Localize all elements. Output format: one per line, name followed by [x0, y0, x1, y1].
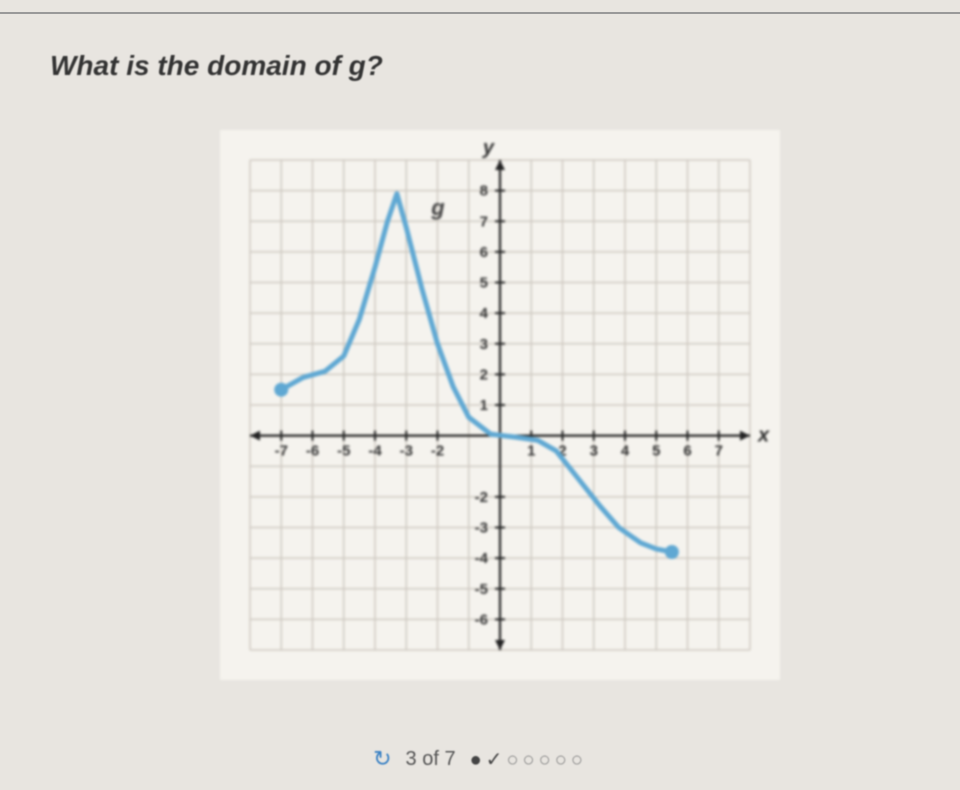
svg-text:7: 7: [480, 213, 488, 230]
svg-text:-5: -5: [337, 443, 350, 460]
svg-text:5: 5: [480, 275, 488, 292]
svg-text:8: 8: [480, 183, 488, 200]
svg-text:-4: -4: [475, 550, 489, 567]
svg-text:7: 7: [715, 443, 723, 460]
svg-text:-2: -2: [475, 489, 488, 506]
svg-text:-6: -6: [475, 611, 488, 628]
progress-dot[interactable]: ○: [555, 749, 571, 771]
svg-text:6: 6: [480, 244, 488, 261]
refresh-icon[interactable]: ↻: [373, 746, 391, 772]
svg-text:-7: -7: [275, 443, 288, 460]
top-divider: [0, 12, 960, 14]
progress-dots: ●✓○○○○○: [470, 747, 587, 772]
progress-dot[interactable]: ○: [523, 749, 539, 771]
svg-text:-5: -5: [475, 581, 488, 598]
svg-text:-6: -6: [306, 443, 319, 460]
progress-dot[interactable]: ✓: [486, 749, 507, 771]
svg-text:3: 3: [480, 336, 488, 353]
question-prefix: What is the domain of: [50, 50, 349, 81]
svg-text:-4: -4: [368, 443, 382, 460]
svg-text:y: y: [482, 137, 495, 159]
svg-text:-3: -3: [400, 443, 413, 460]
progress-dot[interactable]: ○: [539, 749, 555, 771]
svg-text:-3: -3: [475, 520, 488, 537]
svg-text:x: x: [757, 425, 770, 447]
progress-dot[interactable]: ○: [506, 749, 522, 771]
domain-chart: -7-6-5-4-3-21234567-6-5-4-3-212345678xyg: [220, 130, 780, 680]
svg-text:1: 1: [527, 443, 535, 460]
progress-footer: ↻ 3 of 7 ●✓○○○○○: [373, 746, 587, 772]
svg-text:g: g: [430, 195, 445, 220]
svg-text:5: 5: [652, 443, 660, 460]
svg-text:3: 3: [590, 443, 598, 460]
svg-text:2: 2: [480, 366, 488, 383]
question-suffix: ?: [366, 50, 383, 81]
svg-text:-2: -2: [431, 443, 444, 460]
question-variable: g: [349, 50, 366, 81]
question-text: What is the domain of g?: [50, 50, 383, 82]
svg-text:4: 4: [480, 305, 489, 322]
progress-dot[interactable]: ●: [470, 749, 486, 771]
svg-text:4: 4: [621, 443, 630, 460]
progress-dot[interactable]: ○: [571, 749, 587, 771]
progress-text: 3 of 7: [406, 748, 456, 771]
chart-svg: -7-6-5-4-3-21234567-6-5-4-3-212345678xyg: [220, 130, 780, 680]
svg-text:6: 6: [683, 443, 691, 460]
svg-text:1: 1: [480, 397, 488, 414]
